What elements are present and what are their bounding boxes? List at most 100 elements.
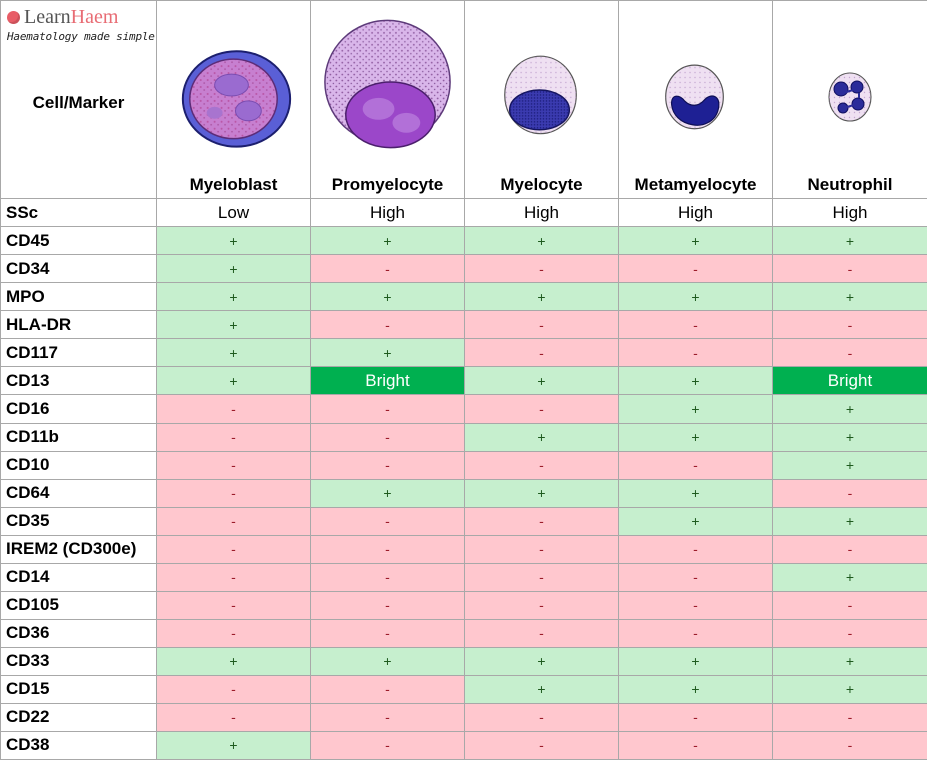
negative-cell: - (310, 562, 465, 592)
negative-cell: - (618, 450, 773, 480)
negative-cell: - (156, 478, 311, 508)
negative-cell: - (464, 618, 619, 648)
marker-label: CD34 (0, 254, 157, 284)
positive-cell: + (618, 506, 773, 536)
negative-cell: - (156, 618, 311, 648)
marker-row: CD36- - - - - (0, 618, 927, 648)
positive-cell: + (464, 646, 619, 676)
negative-cell: - (464, 254, 619, 284)
negative-cell: - (464, 534, 619, 564)
negative-cell: - (464, 562, 619, 592)
negative-cell: - (618, 702, 773, 732)
positive-cell: + (310, 282, 465, 312)
positive-cell: + (618, 674, 773, 704)
cell-name: Neutrophil (807, 175, 893, 195)
marker-row: CD38 + - - - - (0, 730, 927, 760)
negative-cell: - (618, 534, 773, 564)
negative-cell: - (772, 338, 927, 368)
marker-row: CD117 + + - - - (0, 338, 927, 368)
positive-cell: + (310, 226, 465, 256)
negative-cell: - (464, 338, 619, 368)
positive-cell: + (772, 226, 927, 256)
marker-label: IREM2 (CD300e) (0, 534, 157, 564)
promyelocyte-cell-icon (324, 19, 451, 149)
marker-row: CD16- - - + + (0, 394, 927, 424)
negative-cell: - (156, 590, 311, 620)
positive-cell: + (618, 478, 773, 508)
corner-cell: Learn Haem Haematology made simple Cell/M… (0, 0, 157, 200)
positive-cell: + (772, 674, 927, 704)
cell-name: Myelocyte (500, 175, 583, 195)
positive-cell: + (464, 674, 619, 704)
negative-cell: - (156, 450, 311, 480)
negative-cell: - (618, 562, 773, 592)
negative-cell: - (464, 450, 619, 480)
learnhaem-logo: Learn Haem Haematology made simple (7, 6, 155, 43)
negative-cell: - (156, 506, 311, 536)
negative-cell: - (618, 254, 773, 284)
header-row: Learn Haem Haematology made simple Cell/M… (0, 0, 927, 200)
marker-label: CD105 (0, 590, 157, 620)
negative-cell: - (618, 730, 773, 760)
negative-cell: - (156, 534, 311, 564)
marker-label: CD36 (0, 618, 157, 648)
marker-label: CD13 (0, 366, 157, 396)
positive-cell: + (772, 422, 927, 452)
marker-label: CD117 (0, 338, 157, 368)
marker-row: CD14- - - - + (0, 562, 927, 592)
positive-cell: + (618, 394, 773, 424)
logo-dot-icon (7, 11, 20, 24)
positive-cell: + (156, 730, 311, 760)
negative-cell: - (772, 254, 927, 284)
ssc-value: Low (156, 198, 311, 228)
positive-cell: + (618, 226, 773, 256)
ssc-row: SSc Low High High High High (0, 198, 927, 228)
positive-cell: + (464, 282, 619, 312)
negative-cell: - (772, 590, 927, 620)
bright-cell: Bright (772, 366, 927, 396)
negative-cell: - (772, 310, 927, 340)
marker-label: CD11b (0, 422, 157, 452)
negative-cell: - (772, 618, 927, 648)
negative-cell: - (310, 702, 465, 732)
positive-cell: + (156, 282, 311, 312)
neutrophil-cell-icon (828, 72, 872, 122)
negative-cell: - (464, 702, 619, 732)
positive-cell: + (618, 646, 773, 676)
logo-learn-text: Learn (24, 6, 71, 28)
corner-label: Cell/Marker (32, 93, 125, 112)
positive-cell: + (772, 450, 927, 480)
negative-cell: - (772, 730, 927, 760)
negative-cell: - (310, 450, 465, 480)
marker-row: CD35- - - + + (0, 506, 927, 536)
negative-cell: - (618, 590, 773, 620)
myeloblast-cell-icon (181, 50, 292, 148)
negative-cell: - (618, 338, 773, 368)
marker-label: CD10 (0, 450, 157, 480)
cell-header-neutrophil: Neutrophil (772, 0, 927, 200)
cell-name: Myeloblast (189, 175, 278, 195)
positive-cell: + (156, 338, 311, 368)
positive-cell: + (156, 226, 311, 256)
negative-cell: - (772, 534, 927, 564)
marker-label: CD45 (0, 226, 157, 256)
marker-label: MPO (0, 282, 157, 312)
cell-name: Metamyelocyte (634, 175, 757, 195)
positive-cell: + (772, 506, 927, 536)
cell-header-metamyelocyte: Metamyelocyte (618, 0, 773, 200)
marker-row: CD22- - - - - (0, 702, 927, 732)
bright-cell: Bright (310, 366, 465, 396)
marker-label: CD22 (0, 702, 157, 732)
negative-cell: - (618, 618, 773, 648)
negative-cell: - (618, 310, 773, 340)
cell-header-promyelocyte: Promyelocyte (310, 0, 465, 200)
positive-cell: + (156, 254, 311, 284)
marker-label: SSc (0, 198, 157, 228)
negative-cell: - (772, 702, 927, 732)
positive-cell: + (772, 562, 927, 592)
negative-cell: - (156, 394, 311, 424)
positive-cell: + (310, 478, 465, 508)
negative-cell: - (156, 674, 311, 704)
positive-cell: + (464, 366, 619, 396)
negative-cell: - (310, 254, 465, 284)
